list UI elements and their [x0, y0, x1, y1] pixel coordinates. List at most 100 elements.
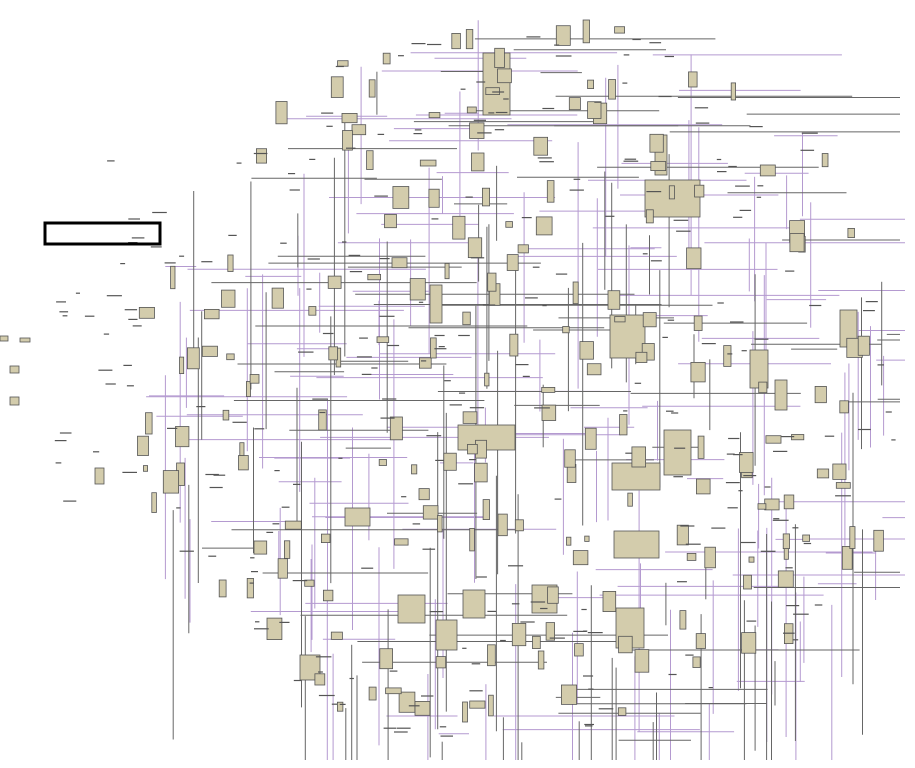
block[interactable]: [572, 550, 589, 566]
block[interactable]: [782, 533, 790, 550]
block[interactable]: [614, 26, 625, 34]
block[interactable]: [584, 535, 590, 542]
block[interactable]: [418, 357, 432, 369]
block[interactable]: [379, 648, 393, 670]
block[interactable]: [253, 540, 268, 555]
block[interactable]: [758, 381, 768, 394]
block[interactable]: [607, 290, 621, 310]
block[interactable]: [145, 412, 153, 435]
block[interactable]: [462, 589, 486, 619]
block[interactable]: [497, 513, 508, 537]
block[interactable]: [283, 540, 291, 559]
block[interactable]: [835, 482, 851, 489]
block[interactable]: [179, 356, 185, 375]
block[interactable]: [816, 468, 830, 479]
block[interactable]: [730, 82, 737, 101]
block[interactable]: [397, 594, 426, 624]
block[interactable]: [686, 247, 702, 270]
block[interactable]: [482, 499, 490, 521]
block[interactable]: [0, 335, 9, 342]
block[interactable]: [394, 538, 409, 546]
block[interactable]: [368, 686, 377, 701]
block[interactable]: [488, 694, 494, 717]
block[interactable]: [759, 164, 776, 177]
block[interactable]: [239, 442, 245, 456]
block[interactable]: [841, 546, 853, 570]
block[interactable]: [741, 632, 757, 654]
block[interactable]: [336, 701, 344, 712]
block[interactable]: [568, 97, 581, 111]
selection-rectangle[interactable]: [43, 221, 162, 246]
block[interactable]: [783, 494, 795, 510]
block[interactable]: [634, 649, 650, 673]
block[interactable]: [414, 701, 431, 716]
block[interactable]: [469, 700, 486, 709]
block[interactable]: [777, 570, 794, 588]
block[interactable]: [602, 591, 617, 613]
block[interactable]: [649, 133, 664, 153]
block[interactable]: [462, 701, 468, 723]
block[interactable]: [467, 237, 483, 259]
block[interactable]: [435, 656, 447, 669]
block[interactable]: [587, 101, 602, 119]
block[interactable]: [429, 284, 443, 324]
block[interactable]: [351, 124, 367, 136]
block[interactable]: [857, 335, 870, 356]
block[interactable]: [255, 148, 267, 164]
block[interactable]: [505, 221, 513, 228]
block[interactable]: [341, 113, 358, 124]
block[interactable]: [469, 528, 475, 552]
block[interactable]: [471, 152, 485, 172]
block[interactable]: [696, 478, 711, 495]
block[interactable]: [368, 79, 376, 98]
block[interactable]: [378, 459, 387, 466]
block[interactable]: [162, 470, 180, 494]
block[interactable]: [284, 520, 302, 530]
block[interactable]: [226, 353, 235, 361]
block[interactable]: [186, 347, 200, 370]
block[interactable]: [617, 707, 627, 716]
block[interactable]: [227, 254, 234, 272]
block[interactable]: [94, 467, 105, 485]
block[interactable]: [322, 589, 334, 602]
block[interactable]: [697, 435, 705, 459]
block[interactable]: [832, 463, 847, 480]
block[interactable]: [679, 610, 687, 630]
block[interactable]: [452, 215, 466, 240]
block[interactable]: [342, 130, 353, 151]
block[interactable]: [465, 29, 474, 50]
block[interactable]: [764, 498, 780, 511]
block[interactable]: [409, 278, 426, 301]
block[interactable]: [514, 519, 524, 532]
block[interactable]: [562, 326, 570, 334]
block[interactable]: [367, 273, 381, 281]
block[interactable]: [385, 687, 402, 695]
block[interactable]: [582, 19, 590, 44]
block[interactable]: [839, 400, 849, 414]
block[interactable]: [642, 312, 657, 328]
block[interactable]: [847, 227, 855, 238]
block[interactable]: [344, 507, 371, 527]
block[interactable]: [574, 643, 584, 657]
block[interactable]: [320, 533, 331, 543]
block[interactable]: [611, 462, 661, 491]
block[interactable]: [443, 452, 457, 471]
block[interactable]: [814, 385, 827, 404]
block[interactable]: [484, 372, 490, 387]
block[interactable]: [533, 136, 548, 156]
block[interactable]: [774, 379, 788, 411]
block[interactable]: [586, 363, 602, 376]
block[interactable]: [541, 404, 557, 421]
block[interactable]: [676, 524, 689, 546]
block[interactable]: [739, 452, 754, 473]
block[interactable]: [481, 187, 490, 207]
block[interactable]: [19, 337, 31, 343]
block[interactable]: [748, 556, 755, 563]
block[interactable]: [692, 656, 701, 668]
block[interactable]: [584, 427, 597, 450]
block[interactable]: [466, 106, 477, 114]
block[interactable]: [487, 272, 497, 292]
block[interactable]: [391, 257, 408, 269]
